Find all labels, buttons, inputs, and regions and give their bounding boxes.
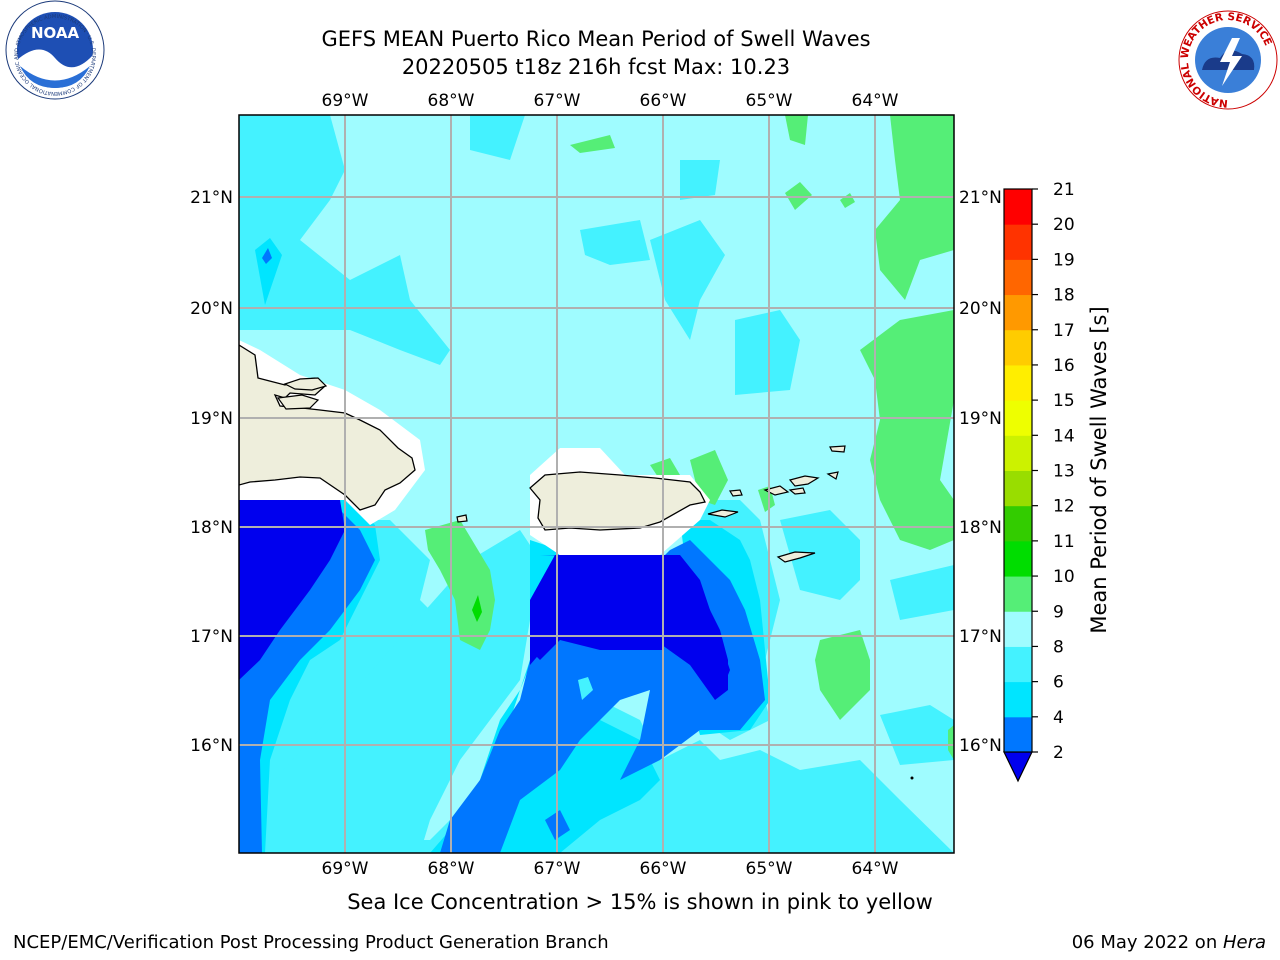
colorbar-label: Mean Period of Swell Waves [s] [1087,306,1111,633]
caption: Sea Ice Concentration > 15% is shown in … [347,890,933,914]
colorbar-tick-label: 4 [1053,708,1064,728]
colorbar-tick-label: 14 [1053,426,1075,446]
colorbar-swatch [1004,716,1032,753]
colorbar-tick-label: 11 [1053,532,1075,552]
colorbar-swatch [1004,189,1032,225]
lon-label: 65°W [746,91,793,111]
lon-label: 69°W [322,859,369,879]
lat-label: 16°N [190,736,233,756]
colorbar-tick-label: 10 [1053,567,1075,587]
footer-date: 06 May 2022 on Hera [1072,932,1266,953]
colorbar-swatch [1004,224,1032,260]
swell-period-field [239,115,954,853]
lat-labels-left: 21°N 20°N 19°N 18°N 17°N 16°N [190,188,233,756]
footer-host: Hera [1222,932,1266,953]
lat-label: 19°N [190,409,233,429]
lat-label: 21°N [190,188,233,208]
lat-label: 17°N [959,627,1002,647]
lat-label: 18°N [190,518,233,538]
colorbar-swatch [1004,364,1032,401]
lat-label: 21°N [959,188,1002,208]
lon-label: 68°W [428,91,475,111]
lon-label: 66°W [640,859,687,879]
noaa-logo-text: NOAA [31,24,80,42]
colorbar-ticks: 2 4 6 8 9 10 11 12 13 14 15 16 17 18 19 20 21 [1032,180,1075,763]
lon-label: 65°W [746,859,793,879]
lon-label: 67°W [534,91,581,111]
period-band-10-11 [472,595,482,622]
noaa-logo: NOAA NATIONAL OCEANIC AND ATMOSPHERIC AD… [0,0,105,100]
colorbar-swatch [1004,646,1032,683]
colorbar-tick-label: 6 [1053,673,1064,693]
map-frame [238,114,955,854]
nws-logo: NATIONAL WEATHER SERVICE [1178,10,1278,110]
colorbar-swatch [1004,505,1032,542]
colorbar-tick-label: 15 [1053,391,1075,411]
lat-label: 20°N [190,299,233,319]
colorbar-tick-label: 21 [1053,180,1075,200]
chart-title: GEFS MEAN Puerto Rico Mean Period of Swe… [321,27,871,51]
chart-subtitle: 20220505 t18z 216h fcst Max: 10.23 [401,55,791,79]
colorbar-tick-label: 20 [1053,215,1075,235]
colorbar-swatch [1004,294,1032,331]
colorbar-swatch [1004,576,1032,612]
footer-credit: NCEP/EMC/Verification Post Processing Pr… [13,932,609,953]
colorbar-swatch [1004,470,1032,507]
virgin-islands [456,445,846,563]
lat-label: 16°N [959,736,1002,756]
colorbar-tick-label: 17 [1053,321,1075,341]
lon-label: 68°W [428,859,475,879]
colorbar-swatch [1004,400,1032,436]
colorbar-swatch [1004,540,1032,577]
colorbar-tick-label: 9 [1053,602,1064,622]
colorbar-tick-label: 16 [1053,356,1075,376]
colorbar-tick-label: 2 [1053,743,1064,763]
lon-labels-bottom: 69°W 68°W 67°W 66°W 65°W 64°W [322,859,899,879]
colorbar-swatch [1004,259,1032,296]
colorbar-tick-label: 18 [1053,286,1075,306]
colorbar-tick-label: 12 [1053,497,1075,517]
colorbar-tick-label: 8 [1053,637,1064,657]
colorbar: 2 4 6 8 9 10 11 12 13 14 15 16 17 18 19 20 21 Mean Perio… [1003,180,1111,783]
lon-labels-top: 69°W 68°W 67°W 66°W 65°W 64°W [322,91,899,111]
colorbar-tick-label: 19 [1053,250,1075,270]
lon-label: 64°W [852,859,899,879]
colorbar-swatch [1004,435,1032,471]
lat-label: 17°N [190,627,233,647]
colorbar-swatch [1004,611,1032,647]
lon-label: 66°W [640,91,687,111]
colorbar-tick-label: 13 [1053,462,1075,482]
period-band-9-10 [425,115,954,760]
lon-label: 69°W [322,91,369,111]
footer-date-text: 06 May 2022 on [1071,932,1223,953]
colorbar-swatches [1004,189,1032,753]
lon-label: 64°W [852,91,899,111]
colorbar-under-triangle [1003,751,1033,783]
lon-label: 67°W [534,859,581,879]
lat-label: 20°N [959,299,1002,319]
lat-labels-right: 21°N 20°N 19°N 18°N 17°N 16°N [959,188,1002,756]
lightning-icon [1220,38,1242,86]
graticule [239,115,954,853]
colorbar-swatch [1004,681,1032,718]
colorbar-swatch [1004,329,1032,366]
lat-label: 19°N [959,409,1002,429]
lat-label: 18°N [959,518,1002,538]
